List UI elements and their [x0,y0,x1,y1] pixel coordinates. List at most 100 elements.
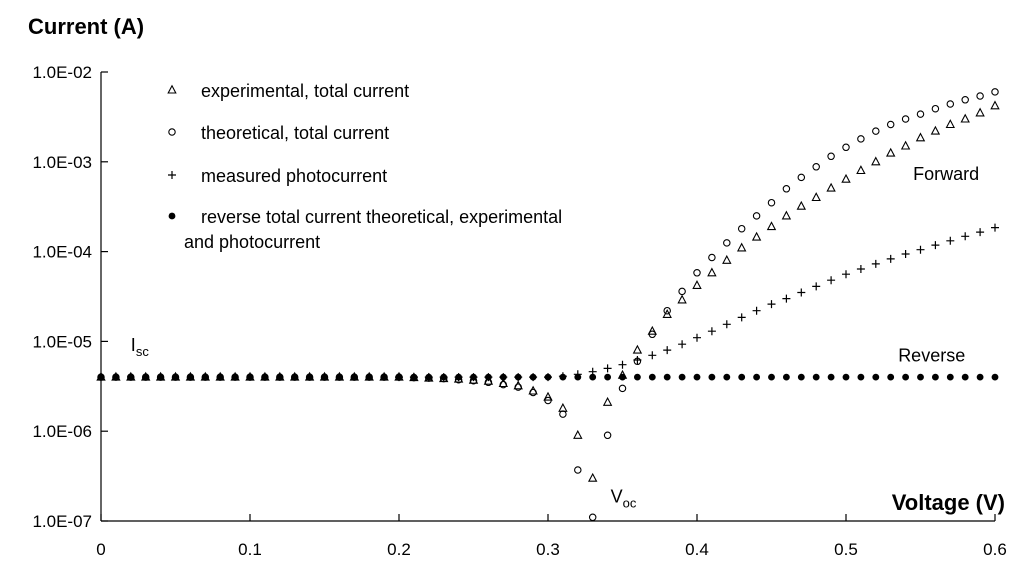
data-point-plus [930,240,941,250]
data-point-plus [915,245,926,255]
series-circle-filled [97,373,999,381]
data-point-plus [647,350,657,360]
data-point-circle-open [782,185,791,193]
legend: experimental, total current theoretical, … [167,81,562,252]
data-point-circle-filled [261,373,269,381]
legend-label: reverse total current theoretical, exper… [201,207,562,227]
data-point-plus [737,312,747,322]
data-point-circle-filled [917,373,924,381]
data-point-circle-open [797,173,806,182]
data-point-plus [796,287,806,298]
data-point-circle-filled [470,373,477,381]
data-point-circle-open [574,466,582,474]
data-point-plus [781,294,792,304]
data-point-plus [856,264,866,274]
data-point-circle-filled [395,373,403,381]
data-point-circle-filled [529,373,537,381]
annotation-voc: Voc [611,487,637,511]
data-point-circle-filled [753,373,760,381]
data-point-triangle [871,157,881,166]
data-point-circle-open [618,384,627,393]
data-point-triangle [603,397,612,406]
data-point-circle-filled [231,373,239,381]
data-point-triangle [782,211,791,220]
data-point-circle-filled [976,373,984,381]
data-point-circle-open [693,269,701,277]
data-point-triangle [901,141,910,150]
data-point-circle-filled [276,373,284,381]
data-point-circle-filled [499,373,507,381]
data-point-circle-filled [365,373,373,381]
data-point-plus [722,319,732,329]
data-point-plus [617,360,628,370]
data-point-plus [707,326,717,336]
data-point-circle-filled [485,373,492,381]
data-point-circle-filled [872,373,880,381]
data-point-circle-filled [857,373,865,381]
data-point-circle-filled [380,373,388,381]
data-point-circle-filled [440,373,448,381]
data-point-circle-filled [306,373,313,381]
data-point-circle-open [752,212,761,220]
data-point-circle-open [901,115,910,123]
data-point-circle-filled [797,373,805,381]
data-point-circle-open [812,163,820,171]
x-tick-label: 0.4 [685,540,709,559]
data-point-circle-filled [216,373,224,381]
data-point-triangle [811,192,821,202]
data-point-circle-open [678,287,686,296]
data-point-plus [975,227,985,237]
data-point-plus [960,231,970,241]
data-point-circle-open [886,120,895,129]
data-point-circle-open [737,224,746,233]
data-point-plus [602,363,613,373]
data-point-plus [677,339,687,349]
data-point-circle-filled [842,373,850,381]
y-tick-label: 1.0E-02 [32,63,92,82]
data-point-circle-filled [738,373,746,381]
data-point-circle-filled [604,373,611,381]
data-point-triangle [737,243,747,252]
data-point-circle-open [872,127,880,135]
data-point-circle-filled [201,373,209,381]
x-tick-label: 0.2 [387,540,411,559]
data-point-circle-filled [544,373,552,381]
data-point-circle-filled [321,373,328,381]
data-point-circle-filled [589,373,597,381]
data-point-triangle [558,403,568,412]
data-point-circle-filled [961,373,969,381]
annotation-forward: Forward [913,164,979,184]
data-point-triangle [826,183,836,192]
legend-marker-circle-open [168,128,176,136]
data-point-circle-filled [350,373,358,381]
data-point-circle-filled [887,373,895,381]
data-point-triangle [960,114,970,123]
legend-marker-circle-filled [168,212,176,220]
data-point-circle-filled [559,373,567,381]
data-point-triangle [975,108,985,117]
data-point-circle-filled [157,373,164,381]
legend-label: theoretical, total current [201,123,389,143]
data-point-plus [841,269,851,279]
data-point-circle-filled [812,373,820,381]
y-axis-title: Current (A) [28,14,144,39]
data-point-triangle [722,255,732,264]
data-point-circle-filled [112,373,120,381]
data-point-circle-filled [768,373,775,381]
data-point-circle-open [976,92,984,100]
data-point-plus [692,333,702,343]
data-point-circle-open [603,431,612,440]
annotations: Forward Reverse Isc Voc [131,164,979,511]
legend-marker-plus [167,170,177,180]
data-point-plus [886,254,896,264]
data-point-circle-open [723,239,731,247]
data-point-triangle [677,295,687,304]
data-point-circle-open [931,104,940,113]
data-point-triangle [931,126,940,135]
data-point-circle-filled [827,373,835,381]
data-point-circle-filled [619,373,626,381]
data-point-circle-filled [336,373,343,381]
data-point-circle-open [961,96,969,104]
data-point-circle-filled [187,373,194,381]
series-circle-open [97,88,999,522]
